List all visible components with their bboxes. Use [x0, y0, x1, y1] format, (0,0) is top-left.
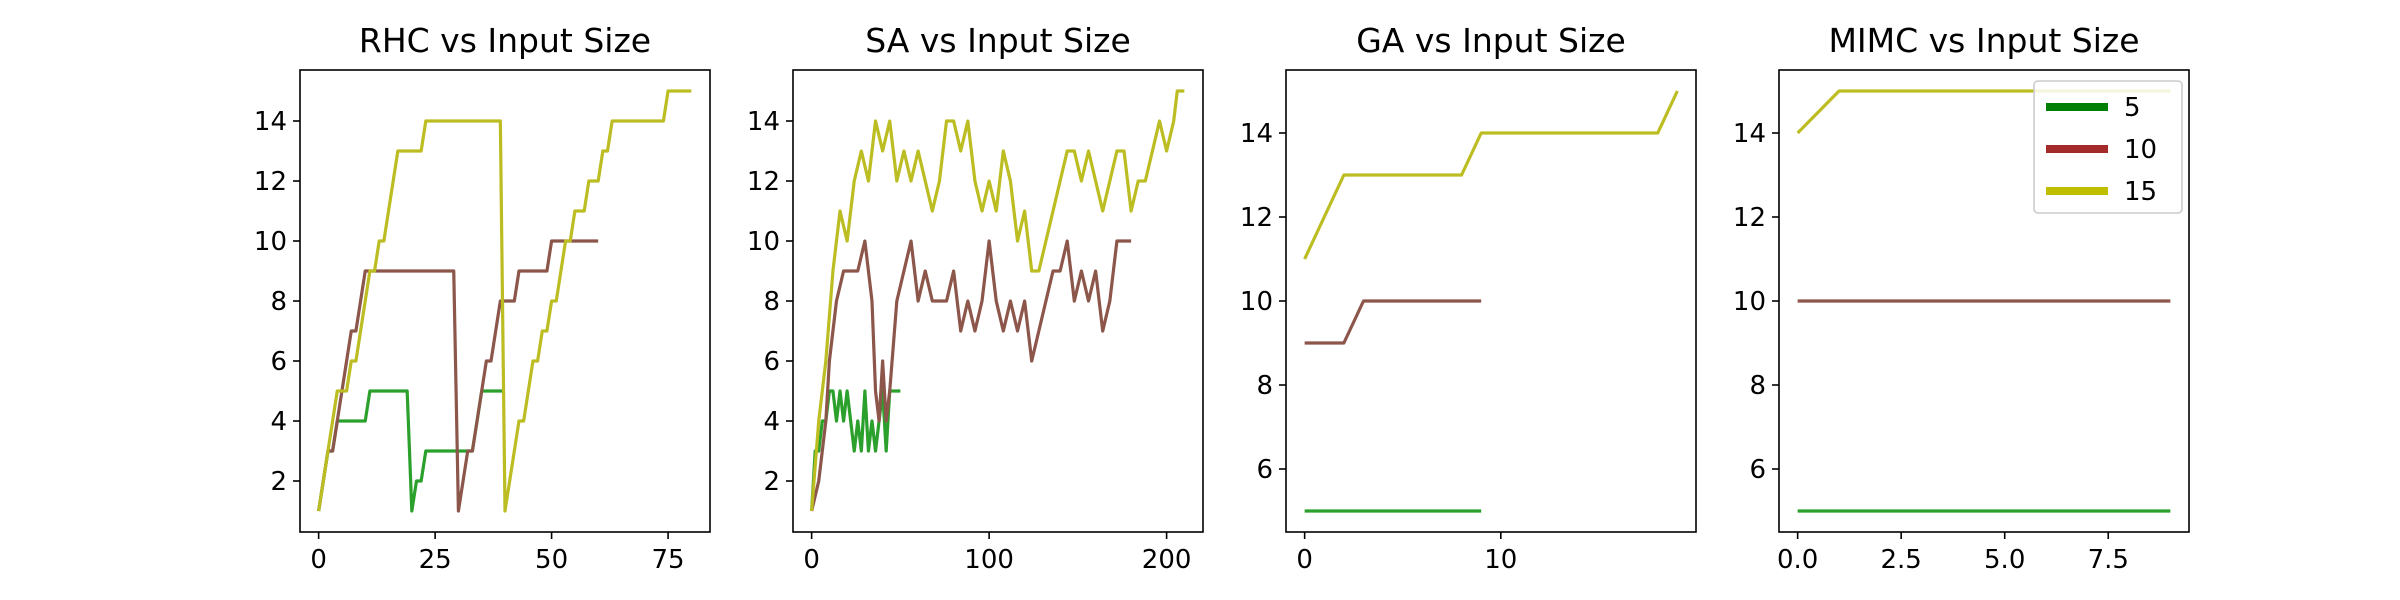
y-tick-label: 14	[254, 107, 287, 137]
x-tick-label: 25	[419, 545, 452, 575]
y-tick-label: 8	[1749, 371, 1766, 401]
chart-panel-sa-vs-input-size: 0 100 200 2 4 6 8 10 12 14 SA vs Input Size	[747, 21, 1204, 575]
y-tick-label: 6	[1749, 455, 1766, 485]
y-tick-label: 8	[763, 287, 780, 317]
x-tick-label: 100	[964, 545, 1014, 575]
y-tick-label: 6	[270, 347, 287, 377]
y-tick-label: 4	[763, 407, 780, 437]
y-tick-label: 14	[747, 107, 780, 137]
y-tick-label: 6	[1256, 455, 1273, 485]
x-tick-label: 10	[1484, 545, 1517, 575]
series-line-2	[810, 239, 1132, 512]
legend-label-5: 5	[2124, 93, 2141, 123]
chart-panel-ga-vs-input-size: 0 10 6 8 10 12 14 GA vs Input Size	[1240, 21, 1697, 575]
y-tick-label: 8	[1256, 371, 1273, 401]
chart-title: RHC vs Input Size	[359, 21, 651, 60]
series-line-2	[1304, 299, 1482, 345]
x-tick-label: 200	[1142, 545, 1192, 575]
y-tick-label: 12	[747, 167, 780, 197]
x-tick-label: 0	[1296, 545, 1313, 575]
x-tick-label: 0	[310, 545, 327, 575]
x-tick-label: 75	[652, 545, 685, 575]
plot-area	[793, 70, 1203, 532]
y-tick-label: 10	[254, 227, 287, 257]
series-line-3	[317, 89, 692, 513]
x-tick-label: 7.5	[2088, 545, 2129, 575]
x-tick-label: 2.5	[1880, 545, 1921, 575]
y-tick-label: 12	[1733, 203, 1766, 233]
series-line-3	[1303, 90, 1679, 260]
x-tick-label: 5.0	[1984, 545, 2025, 575]
legend: 5 10 15	[2033, 80, 2183, 214]
y-tick-label: 14	[1240, 119, 1273, 149]
chart-title: MIMC vs Input Size	[1828, 21, 2139, 60]
series-line-3	[810, 89, 1185, 512]
y-tick-label: 10	[747, 227, 780, 257]
series-line-2	[317, 239, 599, 513]
y-tick-label: 2	[270, 467, 287, 497]
x-tick-label: 0	[803, 545, 820, 575]
chart-title: GA vs Input Size	[1356, 21, 1626, 60]
x-tick-label: 50	[535, 545, 568, 575]
y-tick-label: 10	[1733, 287, 1766, 317]
chart-panel-mimc-vs-input-size: 0.0 2.5 5.0 7.5 6 8 10 12 14 MIMC vs Input Size 5 1…	[1733, 21, 2190, 575]
y-tick-label: 4	[270, 407, 287, 437]
legend-label-15: 15	[2124, 177, 2157, 207]
y-tick-label: 2	[763, 467, 780, 497]
x-tick-label: 0.0	[1777, 545, 1818, 575]
chart-panel-rhc-vs-input-size: 0 25 50 75 2 4 6 8 10 12 14 RHC vs Input Size	[254, 21, 711, 575]
y-tick-label: 8	[270, 287, 287, 317]
y-tick-label: 12	[254, 167, 287, 197]
legend-label-10: 10	[2124, 135, 2157, 165]
plot-area	[1286, 70, 1696, 532]
y-tick-label: 6	[763, 347, 780, 377]
y-tick-label: 10	[1240, 287, 1273, 317]
y-tick-label: 12	[1240, 203, 1273, 233]
chart-title: SA vs Input Size	[865, 21, 1131, 60]
y-tick-label: 14	[1733, 119, 1766, 149]
